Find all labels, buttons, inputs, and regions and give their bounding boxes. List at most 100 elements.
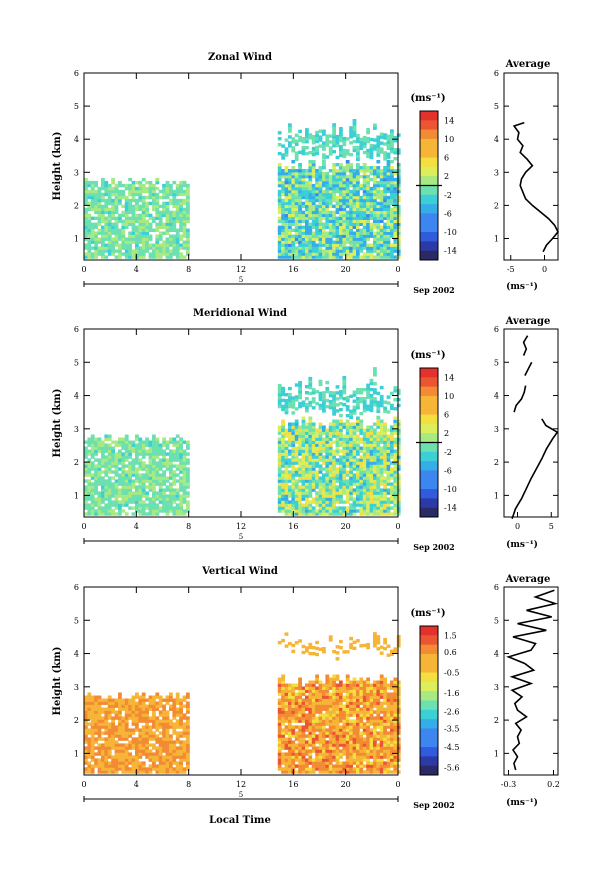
- heatmap-cell: [332, 479, 336, 483]
- heatmap-cell: [349, 491, 353, 495]
- heatmap-cell: [186, 491, 190, 495]
- heatmap-cell: [114, 210, 119, 215]
- heatmap-cell: [315, 458, 319, 462]
- heatmap-cell: [121, 701, 126, 705]
- heatmap-cell: [318, 166, 323, 170]
- x-tick-label: -5: [507, 265, 515, 274]
- heatmap-cell: [318, 470, 323, 474]
- heatmap-cell: [318, 434, 323, 438]
- heatmap-cell: [298, 449, 302, 453]
- heatmap-cell: [175, 746, 180, 750]
- heatmap-cell: [383, 428, 387, 432]
- heatmap-cell: [172, 497, 177, 501]
- heatmap-cell: [315, 207, 319, 212]
- heatmap-cell: [308, 174, 313, 179]
- heatmap-cell: [369, 243, 374, 247]
- heatmap-cell: [291, 183, 296, 188]
- heatmap-cell: [359, 411, 364, 416]
- heatmap-cell: [169, 186, 173, 191]
- heatmap-cell: [349, 231, 353, 235]
- heatmap-cell: [393, 503, 398, 507]
- heatmap-cell: [114, 243, 119, 247]
- heatmap-cell: [396, 482, 401, 486]
- heatmap-cell: [366, 467, 370, 471]
- heatmap-cell: [128, 201, 132, 206]
- heatmap-cell: [298, 392, 302, 397]
- heatmap-cell: [288, 722, 292, 726]
- heatmap-cell: [339, 225, 343, 229]
- heatmap-cell: [362, 240, 367, 244]
- heatmap-cell: [383, 216, 387, 220]
- heatmap-cell: [373, 388, 377, 392]
- heatmap-cell: [383, 488, 387, 492]
- heatmap-cell: [145, 204, 149, 209]
- heatmap-cell: [305, 180, 309, 185]
- heatmap-cell: [87, 452, 92, 456]
- heatmap-cell: [373, 382, 377, 386]
- heatmap-cell: [298, 135, 302, 140]
- heatmap-cell: [175, 443, 180, 447]
- heatmap-cell: [277, 231, 282, 235]
- heatmap-cell: [332, 422, 336, 426]
- heatmap-cell: [165, 207, 170, 212]
- heatmap-cell: [87, 737, 92, 741]
- heatmap-cell: [165, 698, 170, 702]
- heatmap-cell: [186, 755, 190, 759]
- heatmap-cell: [124, 186, 129, 191]
- heatmap-cell: [291, 246, 296, 250]
- heatmap-cell: [298, 719, 302, 723]
- heatmap-cell: [376, 231, 381, 235]
- heatmap-cell: [87, 491, 92, 495]
- heatmap-cell: [291, 402, 296, 406]
- heatmap-cell: [318, 397, 323, 402]
- heatmap-cell: [332, 494, 336, 498]
- heatmap-cell: [322, 216, 326, 220]
- heatmap-cell: [138, 219, 143, 223]
- heatmap-cell: [169, 488, 173, 492]
- heatmap-cell: [379, 177, 384, 182]
- heatmap-cell: [386, 434, 391, 438]
- heatmap-cell: [342, 397, 347, 401]
- heatmap-cell: [135, 509, 139, 513]
- heatmap-cell: [101, 719, 105, 723]
- heatmap-cell: [277, 461, 282, 465]
- heatmap-cell: [277, 764, 282, 768]
- heatmap-cell: [87, 707, 92, 711]
- heatmap-cell: [148, 767, 153, 771]
- heatmap-cell: [366, 231, 370, 235]
- heatmap-cell: [87, 246, 92, 250]
- heatmap-cell: [308, 382, 313, 387]
- heatmap-cell: [288, 642, 292, 646]
- heatmap-cell: [369, 169, 374, 173]
- heatmap-cell: [90, 204, 95, 209]
- heatmap-cell: [393, 389, 398, 393]
- heatmap-cell: [332, 440, 336, 444]
- heatmap-cell: [141, 494, 146, 498]
- heatmap-cell: [308, 198, 313, 203]
- heatmap-cell: [294, 425, 299, 429]
- heatmap-cell: [318, 425, 323, 429]
- heatmap-cell: [148, 246, 153, 250]
- heatmap-cell: [277, 195, 282, 200]
- heatmap-cell: [179, 698, 183, 702]
- heatmap-cell: [90, 186, 95, 191]
- heatmap-cell: [345, 431, 350, 435]
- heatmap-cell: [169, 192, 173, 197]
- heatmap-cell: [135, 761, 139, 765]
- heatmap-cell: [101, 509, 105, 513]
- heatmap-cell: [118, 491, 122, 495]
- heatmap-cell: [362, 464, 367, 468]
- heatmap-cell: [141, 695, 146, 699]
- heatmap-cell: [172, 482, 177, 486]
- heatmap-cell: [128, 476, 132, 480]
- heatmap-cell: [332, 219, 336, 223]
- heatmap-cell: [356, 509, 360, 513]
- heatmap-cell: [335, 437, 340, 441]
- heatmap-cell: [379, 497, 384, 501]
- heatmap-cell: [362, 186, 367, 191]
- heatmap-cell: [311, 443, 316, 447]
- heatmap-cell: [162, 503, 166, 507]
- heatmap-cell: [186, 204, 190, 209]
- heatmap-cell: [332, 166, 336, 170]
